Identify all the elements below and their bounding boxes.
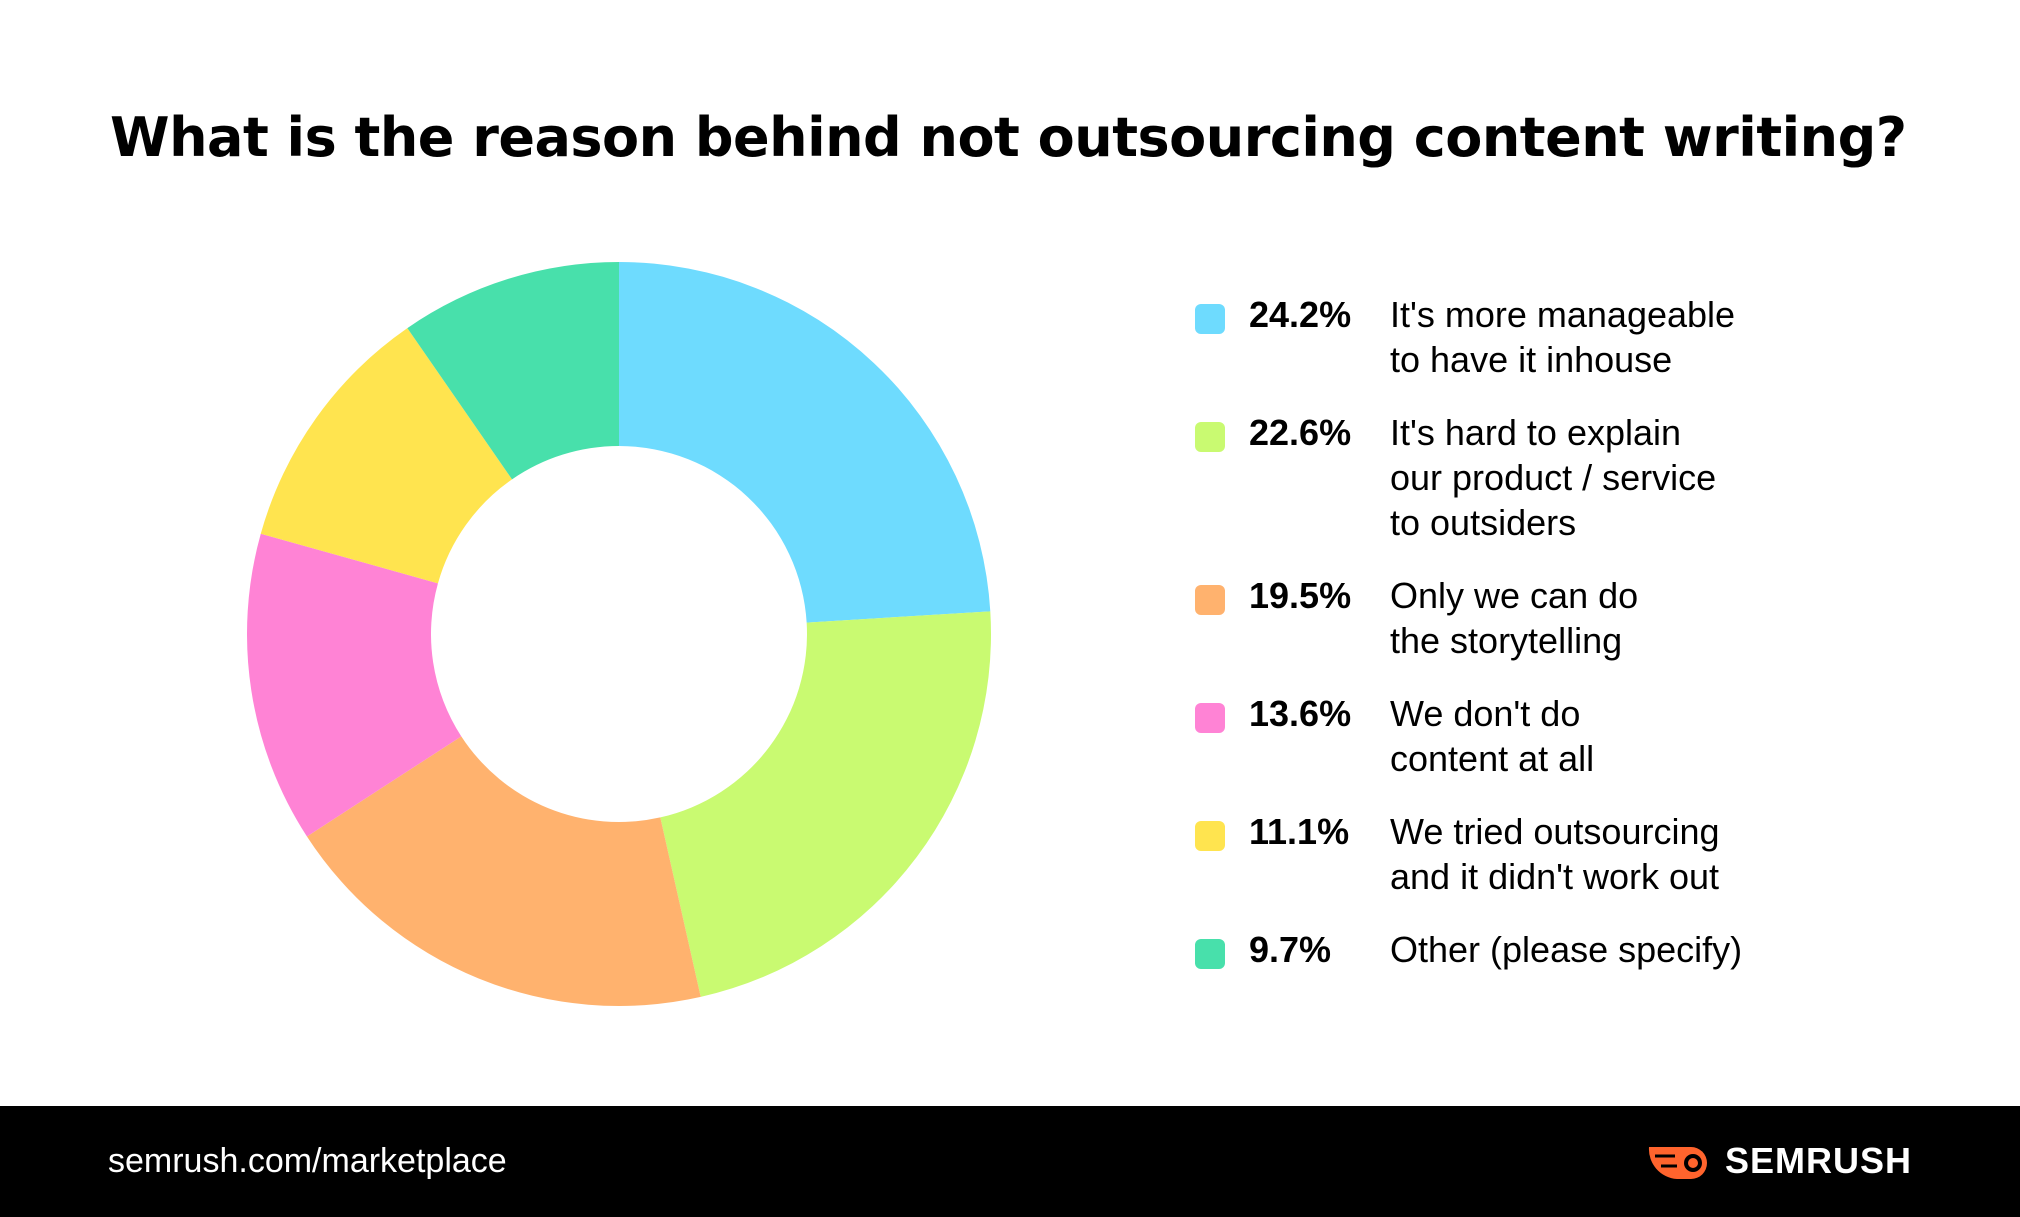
legend-label: It's more manageable to have it inhouse bbox=[1390, 292, 1910, 382]
footer-url[interactable]: semrush.com/marketplace bbox=[108, 1140, 507, 1182]
donut-slices bbox=[247, 262, 991, 1006]
legend-label-line: We don't do bbox=[1390, 691, 1910, 736]
legend-value: 13.6% bbox=[1249, 691, 1351, 736]
donut-slice-2 bbox=[660, 611, 991, 997]
legend-label-line: our product / service bbox=[1390, 455, 1910, 500]
legend-swatch bbox=[1195, 422, 1225, 452]
footer-bar: semrush.com/marketplace SEMRUSH bbox=[0, 1106, 2020, 1217]
legend-swatch bbox=[1195, 821, 1225, 851]
legend-item-2: 22.6% It's hard to explain our product / s… bbox=[1195, 410, 1995, 545]
legend-item-6: 9.7% Other (please specify) bbox=[1195, 927, 1995, 972]
legend-label-line: to have it inhouse bbox=[1390, 337, 1910, 382]
semrush-logo-icon bbox=[1647, 1141, 1717, 1181]
legend-label-line: We tried outsourcing bbox=[1390, 809, 1910, 854]
legend-swatch bbox=[1195, 703, 1225, 733]
legend-value: 24.2% bbox=[1249, 292, 1351, 337]
legend-label: Only we can do the storytelling bbox=[1390, 573, 1910, 663]
donut-slice-1 bbox=[619, 262, 990, 623]
legend-label-line: the storytelling bbox=[1390, 618, 1910, 663]
legend-value: 11.1% bbox=[1249, 809, 1349, 854]
legend-item-1: 24.2% It's more manageable to have it inho… bbox=[1195, 292, 1995, 382]
legend-swatch bbox=[1195, 585, 1225, 615]
legend-value: 9.7% bbox=[1249, 927, 1331, 972]
legend-label-line: It's more manageable bbox=[1390, 292, 1910, 337]
legend-label: Other (please specify) bbox=[1390, 927, 1910, 972]
semrush-logo-text: SEMRUSH bbox=[1725, 1140, 1912, 1182]
legend-label-line: to outsiders bbox=[1390, 500, 1910, 545]
semrush-logo[interactable]: SEMRUSH bbox=[1647, 1136, 1912, 1186]
legend-value: 19.5% bbox=[1249, 573, 1351, 618]
legend-swatch bbox=[1195, 304, 1225, 334]
legend-label-line: and it didn't work out bbox=[1390, 854, 1910, 899]
legend-label-line: Only we can do bbox=[1390, 573, 1910, 618]
legend-label-line: It's hard to explain bbox=[1390, 410, 1910, 455]
legend-label: It's hard to explain our product / servic… bbox=[1390, 410, 1910, 545]
legend-value: 22.6% bbox=[1249, 410, 1351, 455]
legend-label-line: Other (please specify) bbox=[1390, 927, 1910, 972]
legend-item-3: 19.5% Only we can do the storytelling bbox=[1195, 573, 1995, 663]
legend-item-5: 11.1% We tried outsourcing and it didn't w… bbox=[1195, 809, 1995, 899]
legend-item-4: 13.6% We don't do content at all bbox=[1195, 691, 1995, 781]
legend-label: We don't do content at all bbox=[1390, 691, 1910, 781]
legend-label-line: content at all bbox=[1390, 736, 1910, 781]
legend-swatch bbox=[1195, 939, 1225, 969]
chart-legend: 24.2% It's more manageable to have it inho… bbox=[1195, 292, 1995, 1000]
legend-label: We tried outsourcing and it didn't work o… bbox=[1390, 809, 1910, 899]
